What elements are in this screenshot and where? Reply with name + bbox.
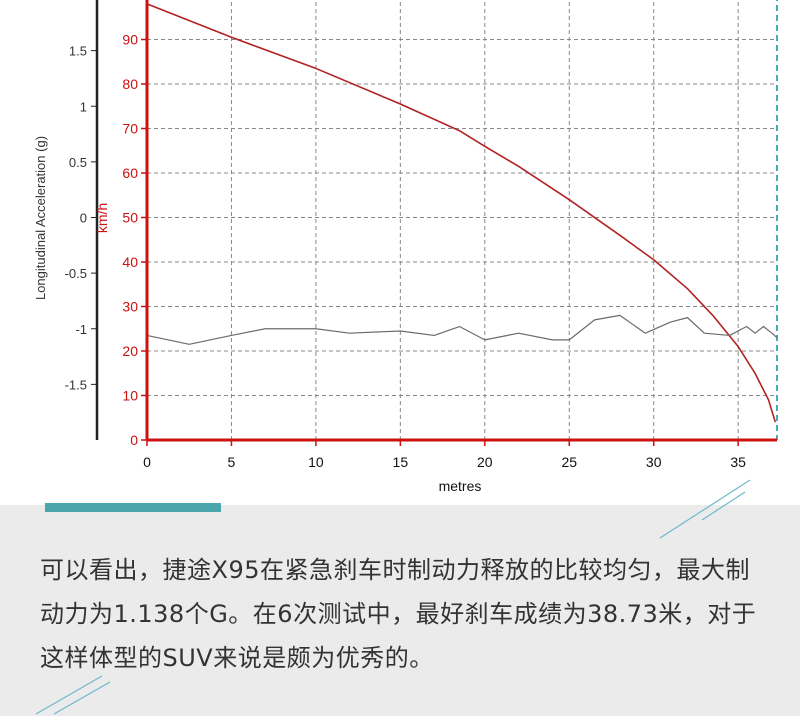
y-right-tick-label: 40 (122, 254, 138, 270)
y-right-tick-label: 10 (122, 388, 138, 404)
axes-layer (91, 0, 777, 446)
y-right-tick-label: 60 (122, 165, 138, 181)
y-right-tick-label: 80 (122, 76, 138, 92)
y-left-axis-label: Longitudinal Acceleration (g) (33, 136, 48, 300)
accent-bar (45, 503, 221, 512)
x-tick-label: 0 (143, 454, 151, 470)
x-tick-label: 30 (646, 454, 662, 470)
y-left-tick-label: -1 (75, 322, 87, 337)
y-left-tick-label: -0.5 (65, 266, 87, 281)
y-left-tick-label: 0.5 (69, 155, 87, 170)
y-right-tick-label: 30 (122, 299, 138, 315)
chart-panel: 2 1.5 1 0.5 0 -0.5 -1 -1.5 0 10 20 30 40 50 60 70 80 90 0 5… (0, 0, 800, 505)
y-left-tick-label: 2 (80, 0, 87, 3)
y-left-tick-label: 1 (80, 99, 87, 114)
x-tick-label: 5 (228, 454, 236, 470)
y-right-tick-label: 90 (122, 32, 138, 48)
y-right-tick-label: 20 (122, 343, 138, 359)
x-tick-label: 10 (308, 454, 324, 470)
x-axis-label: metres (439, 478, 482, 494)
tick-labels-layer: 2 1.5 1 0.5 0 -0.5 -1 -1.5 0 10 20 30 40 50 60 70 80 90 0 5… (65, 0, 747, 470)
caption-text: 可以看出，捷途X95在紧急刹车时制动力释放的比较均匀，最大制动力为1.138个G… (40, 556, 757, 672)
series-layer (146, 3, 778, 423)
speed-series-line (146, 3, 777, 423)
y-left-tick-label: -1.5 (65, 377, 87, 392)
decorative-lines-bottom (35, 675, 111, 715)
decorative-lines-top (659, 479, 751, 539)
y-left-tick-label: 1.5 (69, 44, 87, 59)
brake-test-chart: 2 1.5 1 0.5 0 -0.5 -1 -1.5 0 10 20 30 40 50 60 70 80 90 0 5… (33, 0, 778, 494)
x-tick-label: 25 (561, 454, 577, 470)
x-tick-label: 20 (477, 454, 493, 470)
y-right-axis-label: km/h (94, 203, 110, 233)
y-left-tick-label: 0 (80, 211, 87, 226)
acceleration-series-line (146, 314, 778, 345)
y-right-tick-label: 70 (122, 121, 138, 137)
grid-lines (147, 0, 777, 440)
x-tick-label: 15 (393, 454, 409, 470)
y-right-tick-label: 0 (130, 432, 138, 448)
y-right-tick-label: 50 (122, 210, 138, 226)
x-tick-label: 35 (730, 454, 746, 470)
